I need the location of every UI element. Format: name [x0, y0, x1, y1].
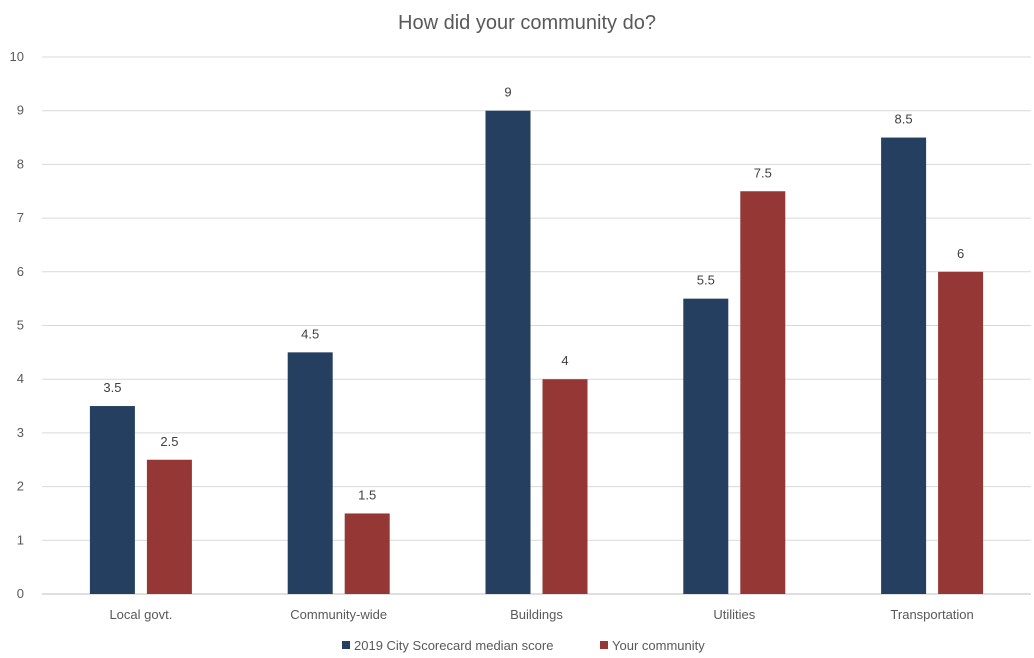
category-label: Local govt.	[109, 607, 172, 622]
y-tick-label: 9	[17, 103, 24, 118]
y-tick-label: 0	[17, 586, 24, 601]
bar-community	[740, 191, 786, 594]
y-axis-ticks: 0 1 2 3 4 5 6 7 8 9 10	[10, 49, 24, 601]
y-tick-label: 10	[10, 49, 24, 64]
bars	[89, 110, 984, 595]
bar-community	[542, 379, 588, 594]
bar-community	[938, 271, 984, 594]
bar-median	[287, 352, 333, 594]
data-label: 1.5	[358, 487, 376, 502]
category-label: Transportation	[890, 607, 973, 622]
legend-label: 2019 City Scorecard median score	[354, 638, 553, 653]
y-tick-label: 4	[17, 371, 24, 386]
data-label: 4	[561, 353, 568, 368]
y-tick-label: 1	[17, 532, 24, 547]
chart-title: How did your community do?	[398, 12, 656, 34]
y-tick-label: 8	[17, 156, 24, 171]
bar-median	[881, 137, 927, 595]
data-label: 7.5	[754, 165, 772, 180]
bar-median	[485, 110, 531, 594]
y-tick-label: 5	[17, 318, 24, 333]
bar-community	[146, 459, 192, 594]
data-label: 4.5	[301, 326, 319, 341]
gridlines	[42, 56, 1031, 595]
bar-median	[89, 406, 135, 594]
y-tick-label: 2	[17, 479, 24, 494]
category-label: Buildings	[510, 607, 563, 622]
legend-swatch	[342, 641, 350, 649]
legend-swatch	[600, 641, 608, 649]
x-axis-categories: Local govt. Community-wide Buildings Utilit…	[109, 607, 973, 622]
legend-label: Your community	[612, 638, 705, 653]
data-label: 9	[504, 85, 511, 100]
data-label: 8.5	[895, 112, 913, 127]
category-label: Utilities	[713, 607, 755, 622]
y-tick-label: 3	[17, 425, 24, 440]
data-label: 3.5	[103, 380, 121, 395]
bar-median	[683, 298, 729, 594]
data-label: 5.5	[697, 273, 715, 288]
bar-community	[344, 513, 390, 594]
y-tick-label: 7	[17, 210, 24, 225]
data-labels: 3.5 2.5 4.5 1.5 9 4 5.5 7.5 8.5 6	[103, 85, 964, 503]
y-tick-label: 6	[17, 264, 24, 279]
data-label: 6	[957, 246, 964, 261]
legend: 2019 City Scorecard median score Your com…	[342, 638, 705, 653]
data-label: 2.5	[160, 434, 178, 449]
category-label: Community-wide	[290, 607, 387, 622]
